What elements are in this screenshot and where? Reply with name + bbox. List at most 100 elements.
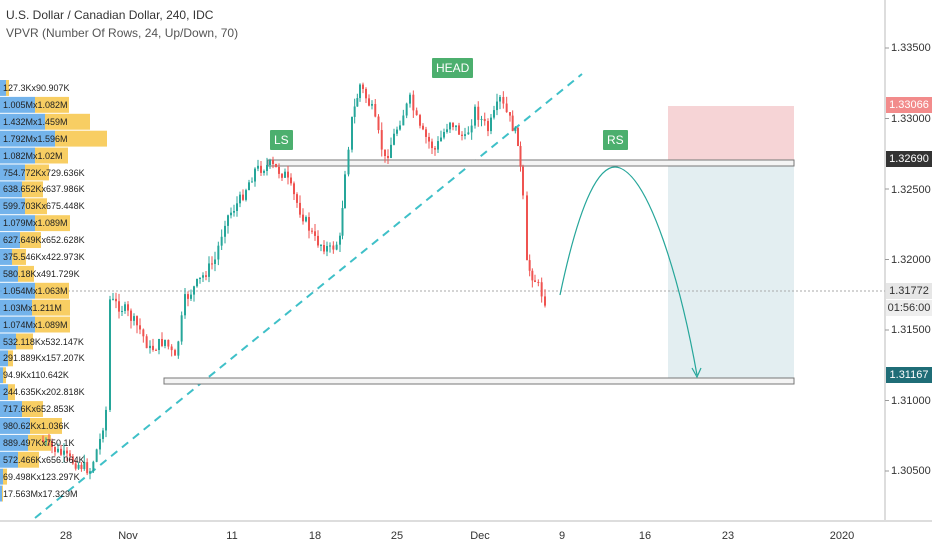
volume-profile-label: 754.772Kx729.636K xyxy=(3,167,85,178)
candle-body xyxy=(409,94,411,104)
volume-profile-down-bar xyxy=(20,232,41,248)
volume-profile-up-bar xyxy=(0,215,35,232)
volume-profile-up-bar xyxy=(0,249,12,265)
candle-body xyxy=(48,440,50,442)
volume-profile-down-bar xyxy=(6,80,9,96)
time-axis-label: Dec xyxy=(470,530,490,542)
candle-body xyxy=(368,98,370,106)
candle-body xyxy=(347,149,350,175)
head-label[interactable]: HEAD xyxy=(432,58,474,78)
candle-body xyxy=(422,125,424,130)
candle-body xyxy=(257,165,259,169)
candle-body xyxy=(158,338,160,350)
target-price-tag[interactable]: 1.33066 xyxy=(886,97,932,113)
volume-profile-label: 580.18Kx491.729K xyxy=(3,268,80,279)
candle-body xyxy=(208,263,210,277)
volume-profile-up-bar xyxy=(0,113,45,130)
candle-body xyxy=(326,246,328,252)
volume-profile-label: 532.118Kx532.147K xyxy=(3,336,84,347)
countdown-tag: 01:56:00 xyxy=(886,300,932,316)
volume-profile-down-bar xyxy=(35,215,70,232)
candle-body xyxy=(434,148,436,150)
candle-body xyxy=(490,117,492,132)
candle-body xyxy=(199,277,201,279)
candle-body xyxy=(145,336,148,349)
volume-profile-up-bar xyxy=(0,401,22,417)
candle-body xyxy=(528,260,531,271)
candle-body xyxy=(477,106,480,120)
candle-body xyxy=(505,103,508,113)
candle-body xyxy=(155,349,157,351)
volume-profile-down-bar xyxy=(25,198,47,215)
candle-body xyxy=(152,345,154,350)
volume-profile-label: 889.497Kx750.1K xyxy=(3,437,75,448)
volume-profile-down-bar xyxy=(35,316,70,333)
candle-body xyxy=(275,164,277,167)
candle-body xyxy=(428,136,430,142)
volume-profile-label: 717.6Kx652.853K xyxy=(3,404,75,415)
candle-body xyxy=(302,214,304,222)
candle-body xyxy=(236,203,238,212)
candle-body xyxy=(440,137,442,142)
candle-body xyxy=(374,104,377,117)
candle-body xyxy=(220,236,223,246)
candle-body xyxy=(136,316,138,326)
volume-profile-label: 638.652Kx637.986K xyxy=(3,184,85,195)
volume-profile-up-bar xyxy=(0,96,35,113)
volume-profile-up-bar xyxy=(0,181,22,198)
ascending-trendline xyxy=(34,73,583,519)
volume-profile-down-bar xyxy=(8,350,13,367)
candle-body xyxy=(224,225,226,237)
candle-body xyxy=(405,103,408,116)
entry-price-tag[interactable]: 1.32690 xyxy=(886,151,932,167)
volume-profile-label: 1.005Mx1.082M xyxy=(3,99,68,110)
candle-body xyxy=(281,173,283,178)
candle-body xyxy=(502,96,505,104)
candle-body xyxy=(359,84,361,99)
candle-body xyxy=(278,166,280,174)
candle-body xyxy=(320,245,322,247)
volume-profile-down-bar xyxy=(8,384,15,401)
current-price-tag[interactable]: 1.31772 xyxy=(886,283,932,299)
candle-body xyxy=(431,141,433,149)
volume-profile-down-bar xyxy=(3,367,6,384)
time-axis-label: 2020 xyxy=(829,530,855,542)
indicator-legend[interactable]: VPVR (Number Of Rows, 24, Up/Down, 70) xyxy=(6,26,239,40)
volume-profile-up-bar xyxy=(0,468,3,485)
candle-body xyxy=(269,160,271,166)
candle-body xyxy=(254,168,256,182)
candle-body xyxy=(419,115,421,126)
candle-body xyxy=(380,130,383,150)
candle-body xyxy=(196,278,198,287)
stop-price-tag[interactable]: 1.31167 xyxy=(886,367,932,383)
volume-profile-down-bar xyxy=(12,249,26,265)
candle-body xyxy=(351,116,353,150)
volume-profile-down-bar xyxy=(35,282,69,299)
candle-body xyxy=(63,450,65,455)
candle-body xyxy=(170,346,173,351)
price-axis-label: 1.33000 xyxy=(891,113,931,125)
candle-body xyxy=(193,286,195,295)
candle-body xyxy=(227,215,229,226)
candle-body xyxy=(54,446,56,452)
candle-body xyxy=(415,110,418,116)
volume-profile-down-bar xyxy=(30,418,62,434)
candle-body xyxy=(105,409,107,431)
candle-body xyxy=(239,194,241,204)
candle-body xyxy=(317,235,319,246)
candle-body xyxy=(109,299,111,410)
candle-body xyxy=(248,182,250,191)
candle-body xyxy=(290,177,292,184)
volume-profile-up-bar xyxy=(0,485,2,502)
right-shoulder-label[interactable]: RS xyxy=(603,130,628,150)
candle-body xyxy=(174,350,176,356)
volume-profile-label: 1.03Mx1.211M xyxy=(3,302,62,313)
price-axis-label: 1.30500 xyxy=(891,465,931,477)
volume-profile-up-bar xyxy=(0,232,20,248)
candle-body xyxy=(464,134,466,136)
candle-body xyxy=(272,160,274,165)
candle-body xyxy=(66,450,68,454)
left-shoulder-label[interactable]: LS xyxy=(270,130,293,150)
time-axis-label: Nov xyxy=(118,530,138,542)
